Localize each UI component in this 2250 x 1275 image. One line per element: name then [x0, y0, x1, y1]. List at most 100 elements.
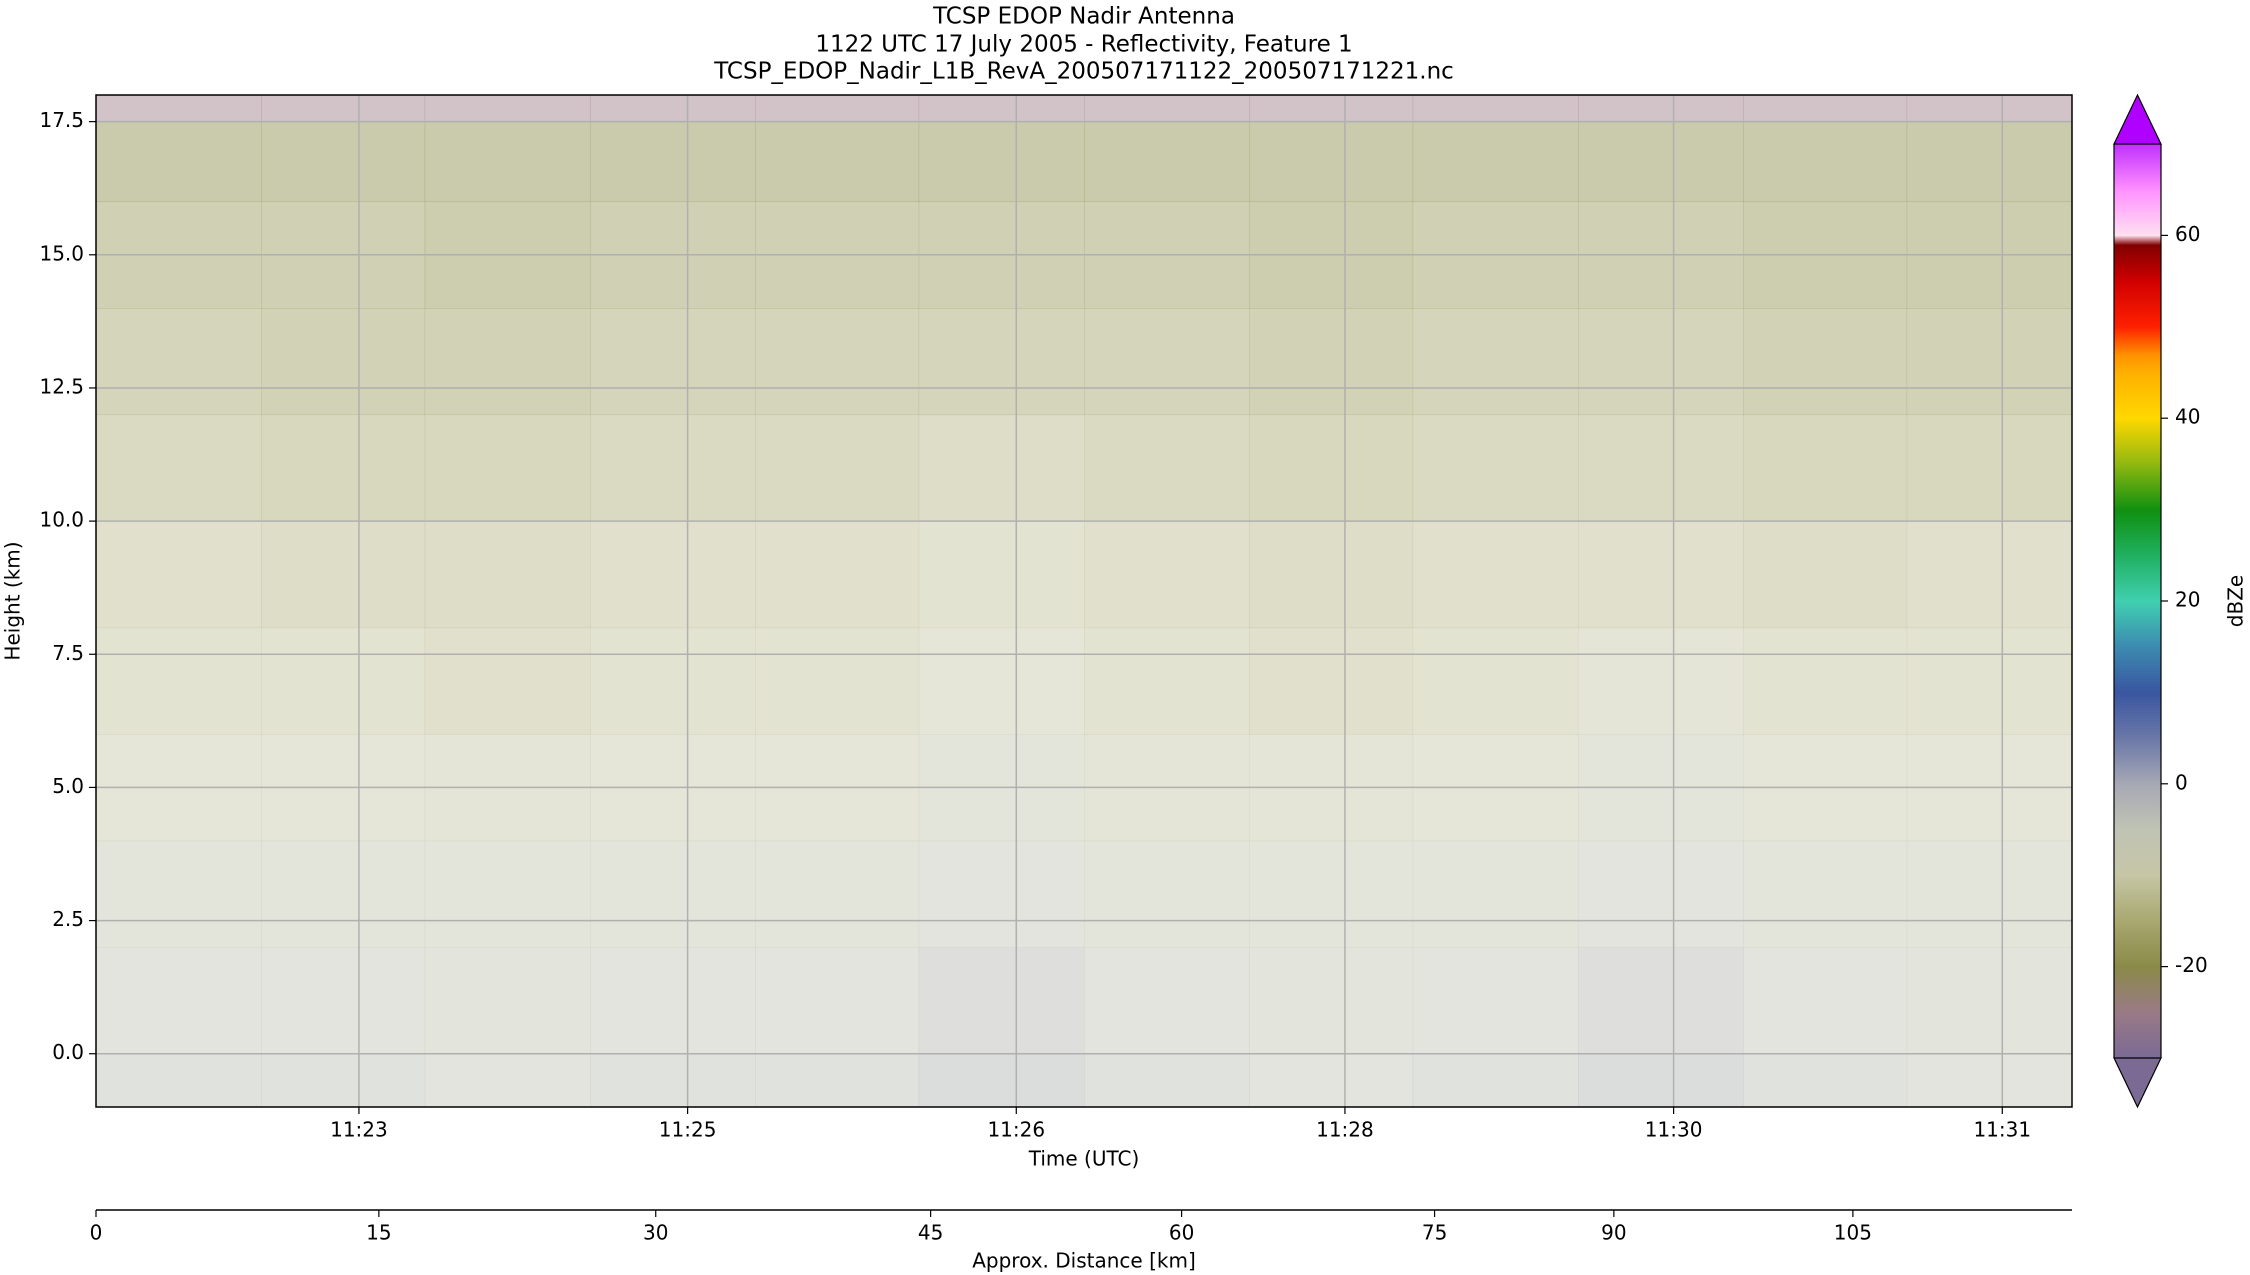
heatmap-cell: [755, 521, 920, 629]
heatmap-cell: [1249, 121, 1414, 203]
heatmap-cell: [96, 308, 262, 416]
heatmap-cell: [590, 627, 756, 735]
x-tick-label: 11:26: [987, 1118, 1045, 1142]
colorbar-segment: [2114, 692, 2161, 739]
colorbar-segment: [2114, 783, 2161, 831]
plot-frame: [95, 94, 2073, 1108]
colorbar-segment: [2114, 829, 2161, 876]
heatmap-cell: [918, 95, 1085, 123]
colorbar-segment: [2114, 875, 2161, 922]
heatmap-cell: [424, 627, 591, 735]
heatmap-cell: [1578, 1053, 1744, 1108]
colorbar-segment: [2114, 509, 2161, 556]
heatmap-cell: [1412, 308, 1579, 416]
heatmap-cell: [1906, 521, 2073, 629]
heatmap-cell: [424, 308, 591, 416]
colorbar-segment: [2114, 326, 2161, 355]
x-tick-label: 11:23: [330, 1118, 388, 1142]
colorbar-segment: [2114, 144, 2161, 191]
heatmap-cell: [918, 627, 1085, 735]
heatmap-cell: [1906, 947, 2073, 1055]
colorbar-tick-label: 20: [2175, 588, 2200, 612]
colorbar-segment: [2114, 601, 2161, 648]
heatmap-cell: [1743, 95, 1908, 123]
heatmap-cell: [1412, 947, 1579, 1055]
heatmap-cell: [1906, 1053, 2073, 1108]
colorbar-label: dBZe: [2224, 575, 2248, 627]
heatmap-cell: [96, 947, 262, 1055]
heatmap-cell: [1743, 1053, 1908, 1108]
heatmap-cell: [424, 1053, 591, 1108]
heatmap-cell: [918, 121, 1085, 203]
heatmap-cell: [1249, 414, 1414, 522]
heatmap-cell: [1906, 95, 2073, 123]
heatmap-cell: [1249, 308, 1414, 416]
heatmap-cell: [424, 414, 591, 522]
heatmap-cell: [1412, 1053, 1579, 1108]
heatmap-cell: [261, 840, 426, 948]
colorbar-segment: [2114, 354, 2161, 374]
heatmap-cell: [261, 95, 426, 123]
heatmap-cell: [1412, 121, 1579, 203]
heatmap-cell: [96, 521, 262, 629]
heatmap-cell: [1906, 121, 2073, 203]
colorbar-segment: [2114, 463, 2161, 511]
heatmap-cell: [918, 947, 1085, 1055]
heatmap-cell: [1906, 414, 2073, 522]
heatmap-cell: [1412, 414, 1579, 522]
heatmap-cell: [1412, 840, 1579, 948]
chart-filename: TCSP_EDOP_Nadir_L1B_RevA_200507171122_20…: [713, 59, 1454, 85]
heatmap-cell: [1743, 627, 1908, 735]
distance-tick-label: 15: [366, 1221, 391, 1245]
distance-tick-label: 60: [1169, 1221, 1194, 1245]
heatmap-cell: [755, 1053, 920, 1108]
heatmap-cell: [261, 521, 426, 629]
x-tick-label: 11:25: [659, 1118, 717, 1142]
heatmap-cell: [1084, 521, 1250, 629]
distance-tick-label: 45: [918, 1221, 943, 1245]
heatmap-cell: [1084, 627, 1250, 735]
heatmap-cell: [1578, 414, 1744, 522]
colorbar-segment: [2114, 281, 2161, 328]
colorbar-tick-label: -20: [2175, 953, 2208, 977]
heatmap-cell: [755, 840, 920, 948]
heatmap-cell: [1412, 627, 1579, 735]
colorbar-segment: [2114, 920, 2161, 968]
heatmap-cell: [1906, 840, 2073, 948]
heatmap-cell: [1249, 840, 1414, 948]
heatmap-cell: [261, 308, 426, 416]
heatmap-cell: [1084, 1053, 1250, 1108]
distance-axis-label: Approx. Distance [km]: [972, 1249, 1196, 1273]
heatmap-cell: [424, 521, 591, 629]
heatmap-cell: [1743, 308, 1908, 416]
x-axis-label: Time (UTC): [1028, 1147, 1140, 1171]
distance-tick-label: 30: [643, 1221, 668, 1245]
colorbar-tick-label: 40: [2175, 405, 2200, 429]
heatmap-cell: [755, 947, 920, 1055]
y-tick-label: 5.0: [52, 774, 84, 798]
y-tick-label: 12.5: [39, 374, 84, 398]
heatmap-cell: [1906, 627, 2073, 735]
heatmap-cell: [1578, 627, 1744, 735]
heatmap-cell: [590, 414, 756, 522]
x-tick-label: 11:31: [1973, 1118, 2031, 1142]
heatmap-cell: [755, 95, 920, 123]
y-tick-label: 2.5: [52, 907, 84, 931]
heatmap-cell: [918, 308, 1085, 416]
heatmap-cell: [424, 95, 591, 123]
heatmap-cell: [755, 308, 920, 416]
heatmap-cell: [96, 95, 262, 123]
y-tick-label: 0.0: [52, 1040, 84, 1064]
heatmap-cell: [1743, 947, 1908, 1055]
y-axis-label: Height (km): [1, 541, 25, 660]
heatmap-cell: [424, 947, 591, 1055]
heatmap-cell: [1084, 947, 1250, 1055]
heatmap-cell: [424, 121, 591, 203]
heatmap-cell: [1743, 121, 1908, 203]
heatmap-cell: [918, 414, 1085, 522]
heatmap-cell: [755, 414, 920, 522]
heatmap-cell: [424, 840, 591, 948]
distance-tick-label: 90: [1601, 1221, 1626, 1245]
heatmap-cell: [918, 1053, 1085, 1108]
